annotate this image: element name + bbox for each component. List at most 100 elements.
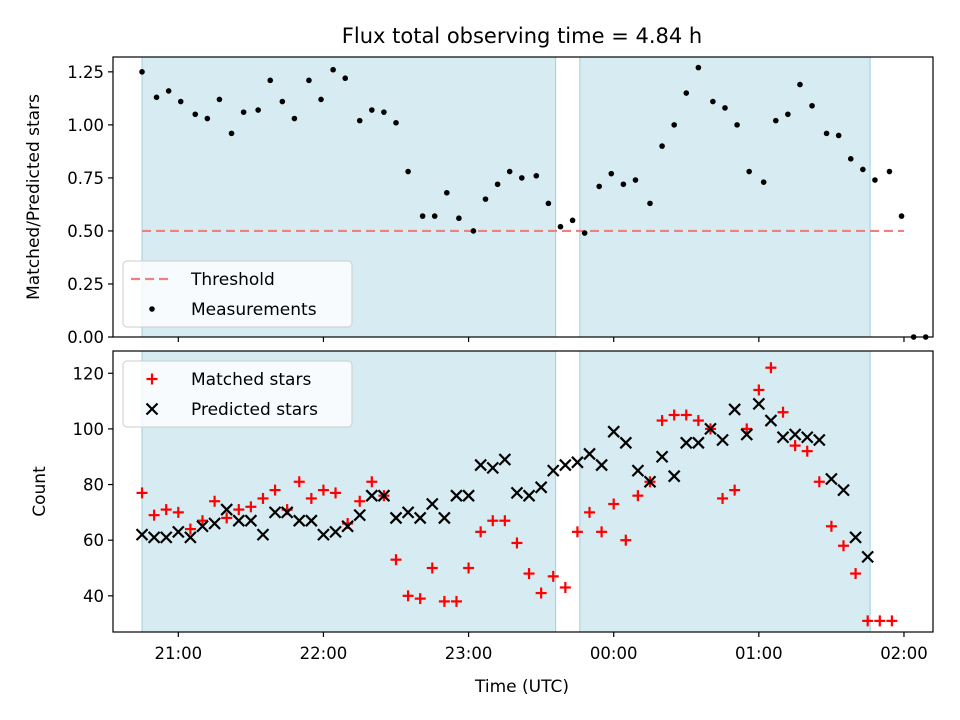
data-point [450,489,463,502]
data-point [329,525,342,539]
data-point [177,98,184,105]
data-point [438,511,451,525]
data-point [659,143,665,149]
data-point [414,593,426,605]
data-point [764,414,778,427]
ratio-panel: 0.00 0.25 0.50 0.75 1.00 1.25 Matched/Predicte… [24,56,934,347]
data-point [279,98,286,105]
observing-window-2 [579,350,871,633]
data-point [837,483,850,497]
data-point [704,422,717,436]
data-point [679,436,693,450]
data-point [825,520,837,532]
data-point [813,476,825,488]
data-point [571,456,584,469]
data-point [470,228,477,234]
data-point [462,489,475,502]
legend-entry: Measurements [149,300,317,320]
data-point [498,453,512,466]
data-point [356,117,363,124]
y-tick-label: 60 [83,531,104,550]
legend-entry: Predicted stars [145,400,318,420]
data-point [487,515,499,527]
data-point [862,615,874,627]
data-point [306,77,312,84]
data-point [583,447,596,461]
data-point [872,177,878,183]
data-point [341,519,354,533]
data-point [595,458,608,472]
data-point [728,403,741,416]
legend-entry: Threshold [131,270,275,290]
legend-label: Predicted stars [191,400,318,420]
data-point [631,464,645,477]
series-1 [136,362,898,627]
data-point [330,487,342,499]
data-point [523,568,535,580]
data-point [390,554,402,566]
x-tick-label: 22:00 [300,644,348,663]
legend: Matched stars Predicted stars [122,360,353,428]
data-point [402,590,414,602]
data-point [377,489,391,502]
data-point [486,461,500,475]
data-point [393,119,399,126]
data-point [342,75,349,82]
count-panel: 40 60 80 100 120 21:00 22:00 23:00 00:00 01:00 02:… [30,350,934,663]
data-point [172,525,185,539]
data-point [291,115,298,122]
data-point [426,497,439,511]
data-point [668,409,680,421]
data-point [825,472,838,486]
data-point [534,481,548,494]
data-point [874,615,886,627]
data-point [244,514,258,527]
data-point [444,189,450,196]
data-point [547,570,559,582]
data-point [809,102,815,109]
data-point [463,562,475,574]
data-point [692,415,704,427]
data-point [456,215,462,222]
data-point [813,433,826,447]
data-point [209,495,221,507]
data-point [233,504,245,516]
data-point [850,568,862,580]
data-point [369,107,375,113]
data-point [366,476,378,488]
data-point [785,111,791,118]
data-point [710,98,716,105]
y-tick-label: 100 [73,420,105,439]
y-tick-label: 0.25 [67,275,104,294]
data-point [620,181,627,188]
data-point [245,501,257,513]
data-point [172,506,184,518]
y-tick-label: 120 [73,364,105,383]
data-point [510,486,524,500]
data-point [716,433,729,447]
data-point [318,96,324,103]
data-point [722,105,728,111]
data-point [788,428,802,441]
data-point [789,440,801,452]
data-point [581,230,588,236]
data-point [228,130,235,137]
data-point [680,409,692,421]
data-point [280,506,294,519]
data-point [740,428,754,441]
data-point [256,528,270,541]
data-point [559,581,571,593]
data-point [559,458,572,472]
legend-label: Matched stars [191,370,311,390]
data-point [450,595,462,607]
y-axis-label: Matched/Predicted stars [24,94,44,300]
data-point [401,506,415,519]
legend-entry: Matched stars [146,370,311,390]
data-point [474,458,487,472]
axes-frame [112,350,934,633]
data-point [632,177,639,183]
data-point [717,492,729,504]
data-point [860,166,866,173]
y-axis-label: Count [30,466,50,517]
data-point [823,130,830,137]
